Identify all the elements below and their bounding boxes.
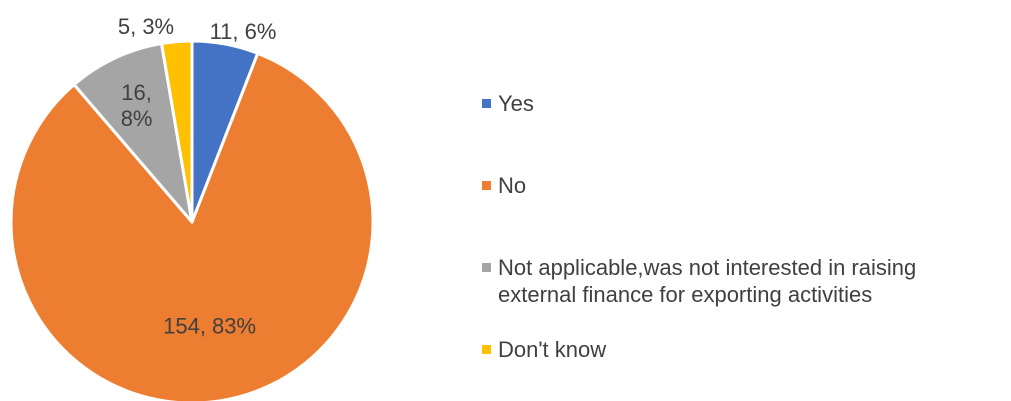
legend-label-yes: Yes (498, 91, 534, 116)
data-label-2: 16, 8% (121, 80, 153, 131)
pie-slice-3 (160, 39, 194, 224)
pie-slices (9, 39, 375, 401)
data-label-3: 5, 3% (118, 14, 174, 39)
legend: Yes No Not applicable,was not interested… (482, 0, 1002, 401)
legend-swatch-yes (482, 99, 491, 108)
data-label-0: 11, 6% (210, 19, 277, 44)
legend-item-not-applicable: Not applicable,was not interested in rai… (482, 254, 993, 308)
pie-slice-2 (72, 42, 194, 224)
legend-item-yes: Yes (482, 90, 993, 117)
pie-slice-1 (9, 51, 375, 401)
legend-item-dont-know: Don't know (482, 336, 993, 363)
data-label-1: 154, 83% (163, 314, 256, 339)
legend-swatch-not-applicable (482, 263, 491, 272)
legend-label-dont-know: Don't know (498, 337, 607, 362)
legend-swatch-no (482, 181, 491, 190)
pie-data-labels: 11, 6% 154, 83% 16, 8% 5, 3% (118, 14, 277, 339)
legend-swatch-dont-know (482, 345, 491, 354)
legend-label-not-applicable: Not applicable,was not interested in rai… (498, 255, 917, 307)
legend-label-no: No (498, 173, 527, 198)
legend-item-no: No (482, 172, 993, 199)
